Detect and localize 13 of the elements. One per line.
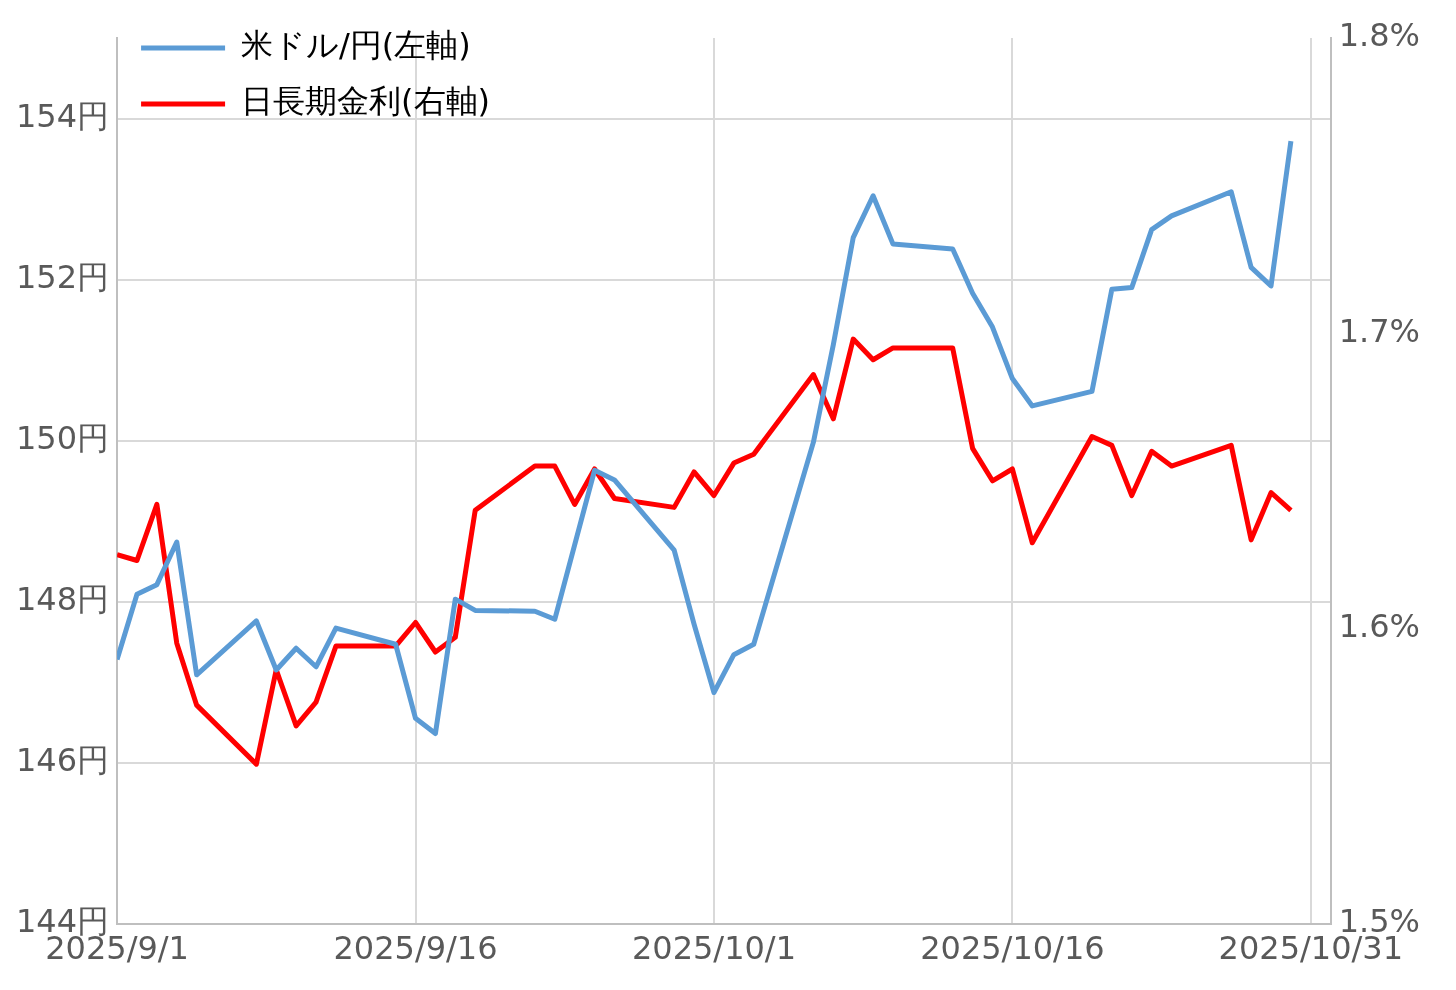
x-tick-label: 2025/10/16 bbox=[920, 929, 1105, 968]
y-tick-label: 150円 bbox=[16, 418, 110, 457]
y-tick-label: 148円 bbox=[16, 579, 110, 618]
y-tick-label: 152円 bbox=[16, 257, 110, 296]
y2-tick-label: 1.8% bbox=[1338, 16, 1420, 55]
y2-tick-label: 1.6% bbox=[1338, 606, 1420, 645]
y-tick-label: 154円 bbox=[16, 96, 110, 135]
legend-label: 日長期金利(右軸) bbox=[241, 82, 491, 121]
y2-tick-label: 1.7% bbox=[1338, 311, 1420, 350]
y-tick-label: 146円 bbox=[16, 740, 110, 779]
x-tick-label: 2025/9/16 bbox=[333, 929, 498, 968]
legend-label: 米ドル/円(左軸) bbox=[241, 26, 471, 65]
x-tick-label: 2025/10/1 bbox=[631, 929, 796, 968]
